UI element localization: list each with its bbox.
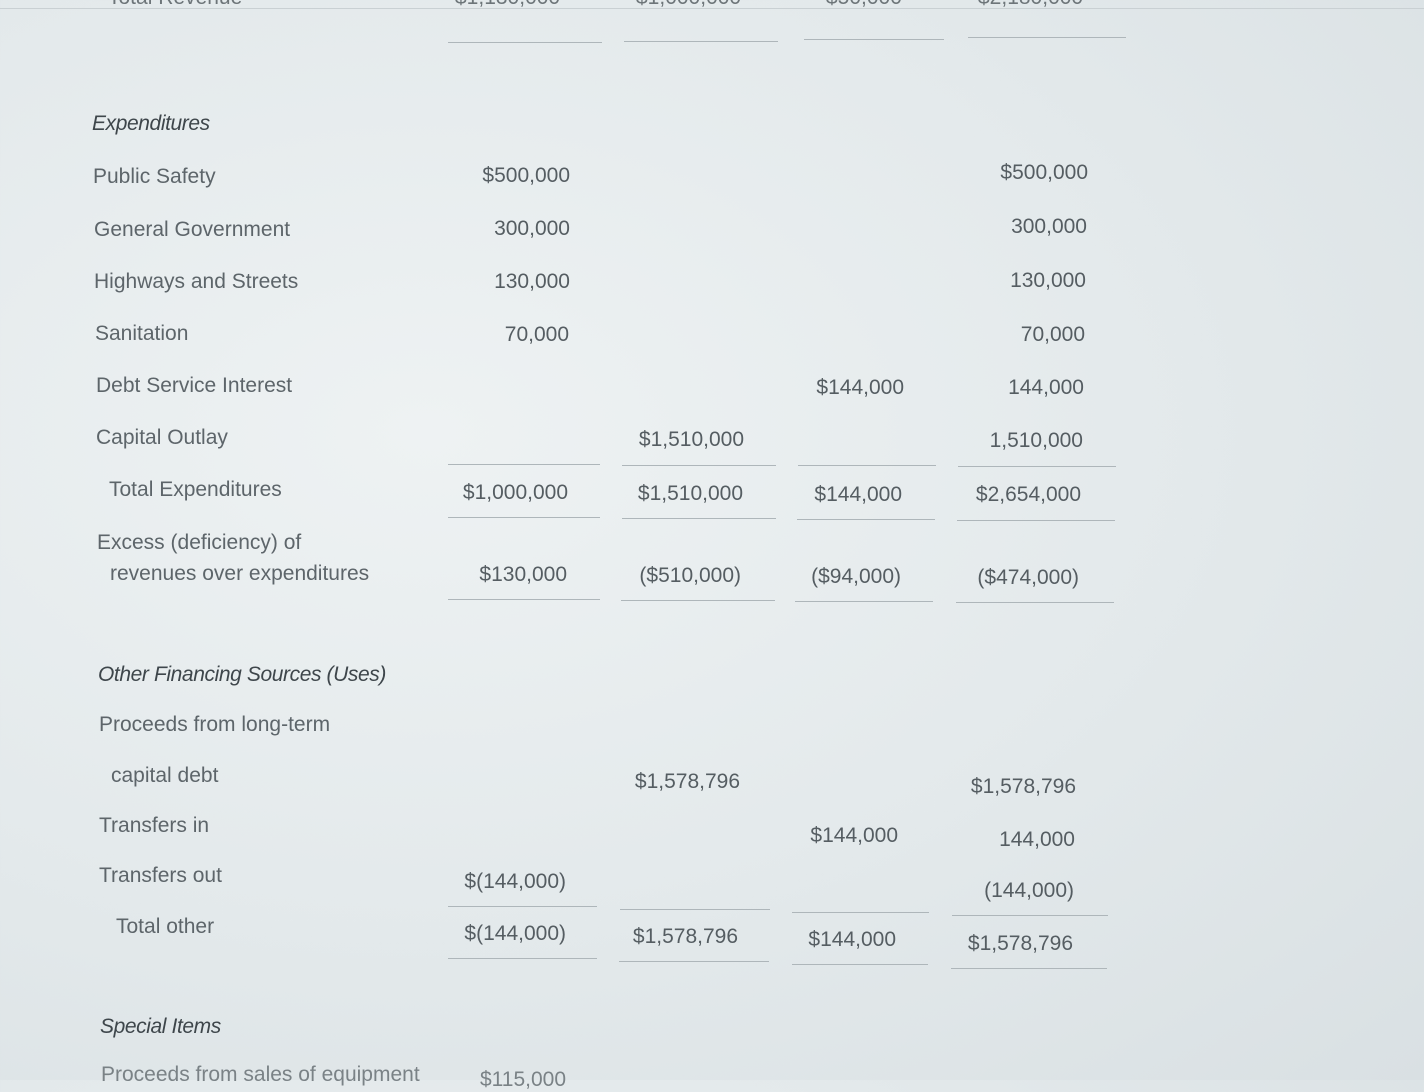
underline [448, 42, 602, 43]
value-total: $500,000 [1000, 161, 1088, 184]
excess-label-line2: revenues over expenditures [110, 562, 370, 585]
proceeds-label-line2: capital debt [111, 764, 219, 787]
value-debt: $144,000 [816, 376, 904, 399]
special-items-heading: Special Items [100, 1015, 221, 1038]
value-general: 70,000 [504, 323, 569, 346]
excess-capital: ($510,000) [639, 564, 741, 587]
total-capital: $1,510,000 [637, 482, 743, 505]
excess-label-line1: Excess (deficiency) of [97, 531, 302, 554]
top-divider [0, 8, 1424, 9]
excess-general: $130,000 [479, 563, 567, 586]
row-label-public-safety: Public Safety [93, 165, 216, 188]
underline [620, 909, 770, 910]
excess-debt: ($94,000) [811, 565, 901, 588]
transfers-in-label: Transfers in [99, 814, 210, 837]
underline [448, 958, 597, 959]
value-total: 70,000 [1020, 323, 1085, 346]
other-financing-heading: Other Financing Sources (Uses) [98, 663, 386, 686]
underline [624, 41, 778, 42]
total-other-capital: $1,578,796 [632, 925, 738, 948]
row-label-general-government: General Government [94, 218, 291, 241]
underline [448, 599, 600, 600]
row-label-sanitation: Sanitation [95, 322, 189, 345]
proceeds-total: $1,578,796 [970, 775, 1076, 798]
underline [622, 465, 776, 466]
underline [804, 39, 944, 40]
underline [448, 464, 600, 465]
excess-total: ($474,000) [977, 566, 1079, 589]
row-label-highways-streets: Highways and Streets [94, 270, 299, 293]
value-total: 130,000 [1010, 269, 1086, 292]
underline [619, 961, 769, 962]
transfers-out-total: (144,000) [984, 879, 1074, 902]
value-total: 1,510,000 [989, 429, 1083, 452]
total-general: $1,000,000 [462, 481, 568, 504]
total-other-general: $(144,000) [464, 922, 566, 945]
underline [951, 968, 1107, 969]
transfers-out-label: Transfers out [99, 864, 222, 887]
special-items-first-row-label: Proceeds from sales of equipment [101, 1063, 420, 1086]
cutoff-row-label: Total Revenue [108, 0, 248, 22]
underline [797, 519, 935, 520]
value-capital: $1,510,000 [638, 428, 744, 451]
value-total: 300,000 [1011, 215, 1087, 238]
total-other-label: Total other [116, 915, 215, 938]
total-other-total: $1,578,796 [967, 932, 1073, 955]
underline [622, 518, 776, 519]
total-other-debt: $144,000 [808, 928, 896, 951]
cutoff-value-total: $2,180,000 [978, 0, 1098, 22]
total-total: $2,654,000 [975, 483, 1081, 506]
row-label-capital-outlay: Capital Outlay [96, 426, 228, 449]
total-debt: $144,000 [814, 483, 902, 506]
value-general: 300,000 [494, 217, 570, 240]
cutoff-value-capital: $1,000,000 [636, 0, 756, 22]
underline [956, 602, 1114, 603]
underline [957, 520, 1115, 521]
underline [952, 915, 1108, 916]
underline [968, 37, 1126, 38]
underline [621, 600, 775, 601]
transfers-in-total: 144,000 [999, 828, 1075, 851]
special-items-first-row-value: $115,000 [479, 1068, 566, 1091]
underline [795, 601, 933, 602]
cutoff-value-general: $1,130,000 [455, 0, 575, 22]
expenditures-heading: Expenditures [92, 112, 210, 135]
underline [448, 517, 600, 518]
underline [798, 465, 936, 466]
proceeds-label-line1: Proceeds from long-term [99, 713, 331, 736]
row-label-debt-service-interest: Debt Service Interest [96, 374, 293, 397]
proceeds-capital: $1,578,796 [634, 770, 740, 793]
total-expenditures-label: Total Expenditures [109, 478, 282, 501]
value-total: 144,000 [1008, 376, 1084, 399]
underline [792, 964, 928, 965]
value-general: $500,000 [482, 164, 570, 187]
value-general: 130,000 [494, 270, 570, 293]
transfers-out-general: $(144,000) [464, 870, 566, 893]
underline [958, 466, 1116, 467]
underline [448, 906, 597, 907]
transfers-in-debt: $144,000 [810, 824, 898, 847]
cutoff-value-debt: $50,000 [826, 0, 916, 22]
underline [792, 912, 929, 913]
